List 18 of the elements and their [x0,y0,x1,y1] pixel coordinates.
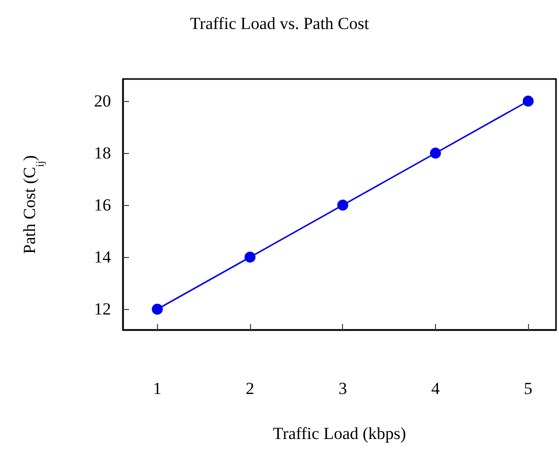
x-tick-label: 1 [153,379,162,398]
point [152,304,163,315]
point [522,96,534,107]
x-tick-label: 3 [338,379,347,398]
x-axis-title: Traffic Load (kbps) [272,424,406,443]
x-tick-label: 2 [246,379,254,398]
chart-title: Traffic Load vs. Path Cost [190,14,370,33]
y-tick-label: 20 [94,92,111,111]
y-tick-label: 18 [94,144,111,163]
y-tick-label: 16 [94,196,111,215]
y-tick-label: 12 [94,300,111,319]
y-tick-label: 14 [94,248,112,267]
point [337,200,348,211]
x-tick-label: 5 [524,379,532,398]
x-tick-label: 4 [431,379,440,398]
y-axis-title: Path Cost (Cij) [20,155,46,254]
point [244,252,256,263]
point [430,148,441,159]
